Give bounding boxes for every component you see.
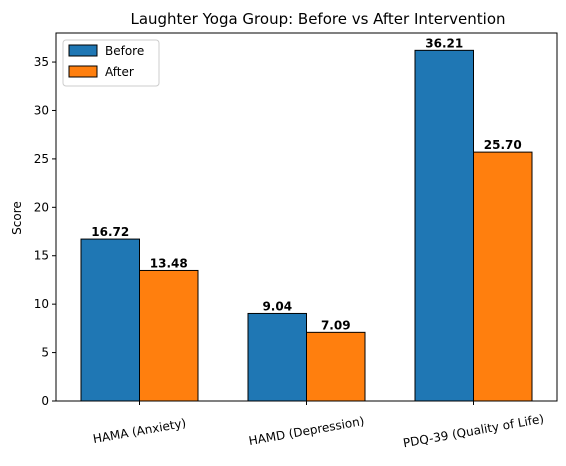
data-label-before-0: 16.72 bbox=[91, 225, 129, 239]
chart-title: Laughter Yoga Group: Before vs After Int… bbox=[130, 10, 505, 28]
y-tick-label: 30 bbox=[34, 103, 49, 117]
bar-after-2 bbox=[473, 151, 533, 402]
legend-swatch-before bbox=[68, 44, 98, 57]
y-tick-label: 5 bbox=[41, 346, 49, 360]
y-tick-label: 15 bbox=[34, 249, 49, 263]
y-tick-label: 25 bbox=[34, 152, 49, 166]
data-label-before-2: 36.21 bbox=[425, 36, 463, 50]
bar-after-1 bbox=[306, 331, 366, 402]
bar-after-0 bbox=[139, 269, 199, 402]
x-tick-label: HAMA (Anxiety) bbox=[92, 416, 187, 446]
bar-before-1 bbox=[247, 312, 307, 402]
y-tick-label: 0 bbox=[41, 394, 49, 408]
legend-swatch-after bbox=[68, 65, 98, 78]
bar-before-2 bbox=[414, 49, 474, 402]
x-tick-label: PDQ-39 (Quality of Life) bbox=[402, 412, 545, 451]
x-tick-label: HAMD (Depression) bbox=[248, 414, 366, 448]
data-labels-layer: 16.72 9.04 36.21 13.48 7.09 25.70 bbox=[91, 36, 521, 332]
y-tick-label: 10 bbox=[34, 297, 49, 311]
data-label-before-1: 9.04 bbox=[262, 299, 292, 313]
data-label-after-1: 7.09 bbox=[321, 318, 351, 332]
y-tick-label: 35 bbox=[34, 55, 49, 69]
legend: Before After bbox=[62, 39, 160, 87]
bars-layer bbox=[80, 49, 533, 402]
data-label-after-2: 25.70 bbox=[484, 138, 522, 152]
legend-label-before: Before bbox=[105, 44, 144, 58]
legend-label-after: After bbox=[105, 65, 134, 79]
bar-before-0 bbox=[80, 238, 140, 402]
y-tick-label: 20 bbox=[34, 200, 49, 214]
y-axis-label: Score bbox=[10, 201, 24, 235]
data-label-after-0: 13.48 bbox=[150, 256, 188, 270]
